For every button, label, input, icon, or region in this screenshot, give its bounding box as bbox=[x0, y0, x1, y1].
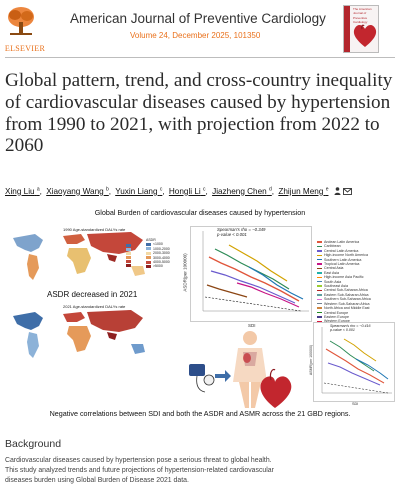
background-line: This study analyzed trends and future pr… bbox=[5, 467, 274, 475]
world-map-1990 bbox=[3, 226, 158, 288]
hypertension-illustration bbox=[189, 331, 292, 408]
background-line: Cardiovascular diseases caused by hypert… bbox=[5, 457, 272, 464]
map-scale-1990 bbox=[126, 244, 131, 267]
elsevier-tree-icon bbox=[4, 4, 38, 38]
region-legend-item: Central Latin America bbox=[317, 249, 371, 253]
elsevier-logo[interactable]: ELSEVIER bbox=[4, 4, 46, 53]
graphical-abstract-title: Global Burden of cardiovascular diseases… bbox=[94, 208, 306, 217]
person-icon[interactable] bbox=[334, 186, 341, 195]
region-legend-item: Southeast Asia bbox=[317, 284, 371, 288]
region-legend-item: High-income Asia Pacific bbox=[317, 275, 371, 279]
map-1990-label: 1990 Age-standardized DALYs rate bbox=[63, 227, 126, 232]
region-legend-item: Western Sub-Saharan Africa bbox=[317, 302, 371, 306]
plot2-ylabel: ASMR(per 100000) bbox=[309, 344, 314, 376]
region-legend-item: East Asia bbox=[317, 271, 371, 275]
scale-item: 2000-3000 bbox=[146, 251, 170, 255]
plot2-xlabel: SDI bbox=[352, 402, 359, 406]
plot1-ylabel: ASDR(per 100000) bbox=[182, 253, 188, 292]
region-legend-item: Tropical Latin America bbox=[317, 262, 371, 266]
publisher-name: ELSEVIER bbox=[4, 44, 46, 53]
bottom-caption: Negative correlations between SDI and bo… bbox=[49, 409, 351, 418]
region-legend-item: Eastern Sub-Saharan Africa bbox=[317, 293, 371, 297]
scale-item: 4000-5000 bbox=[146, 260, 170, 264]
article-title: Global pattern, trend, and cross-country… bbox=[5, 70, 393, 157]
cover-title-line2: Preventive Cardiology bbox=[353, 16, 368, 24]
map-color-scale: ASDR <1000 1000-2000 2000-3000 3000-4000… bbox=[146, 238, 170, 269]
journal-cover-thumbnail[interactable]: The American Journal of Preventive Cardi… bbox=[343, 5, 379, 53]
region-legend-item: Eastern Europe bbox=[317, 315, 371, 319]
author-list: Xing Liu a, Xiaoyang Wang b, Yuxin Liang… bbox=[5, 186, 352, 197]
scale-item: 3000-4000 bbox=[146, 256, 170, 260]
author-link[interactable]: Hongli Li c bbox=[168, 186, 206, 196]
asdr-sdi-plot bbox=[190, 226, 312, 322]
email-icon[interactable] bbox=[343, 187, 352, 195]
asmr-sdi-lines bbox=[321, 327, 392, 394]
region-legend-item: Andean Latin America bbox=[317, 240, 371, 244]
author-link[interactable]: Zhijun Meng e bbox=[278, 186, 329, 196]
cover-title-line1: The American Journal of bbox=[353, 7, 372, 15]
region-legend-item: Central Europe bbox=[317, 311, 371, 315]
header-divider bbox=[5, 57, 395, 58]
region-legend-item: Southern Latin America bbox=[317, 258, 371, 262]
journal-header: ELSEVIER American Journal of Preventive … bbox=[0, 0, 400, 56]
region-legend-item: Central Asia bbox=[317, 266, 371, 270]
journal-title[interactable]: American Journal of Preventive Cardiolog… bbox=[70, 11, 326, 26]
plot1-pvalue: p-value < 0.001 bbox=[217, 232, 247, 237]
author-link[interactable]: Xing Liu a bbox=[5, 186, 40, 196]
plot1-stats: Spearman's rho = −0.349 p-value < 0.001 bbox=[217, 227, 265, 237]
scale-item: <1000 bbox=[146, 242, 170, 246]
plot1-spearman: Spearman's rho = −0.349 bbox=[217, 227, 266, 232]
map-2021-label: 2021 Age-standardized DALYs rate bbox=[63, 304, 126, 309]
author-link[interactable]: Yuxin Liang c bbox=[115, 186, 163, 196]
author-link[interactable]: Jiazheng Chen d bbox=[212, 186, 272, 196]
region-legend-item: North Africa and Middle East bbox=[317, 306, 371, 310]
world-map-2021 bbox=[3, 304, 158, 366]
background-heading: Background bbox=[5, 438, 62, 450]
scale-title: ASDR bbox=[146, 238, 156, 242]
plot2-pvalue: p-value < 0.001 bbox=[330, 328, 355, 333]
plot2-spearman: Spearman's rho = −0.416 bbox=[330, 324, 371, 328]
blood-pressure-cuff-icon bbox=[189, 364, 215, 393]
heart-icon bbox=[260, 368, 292, 408]
asmr-sdi-plot bbox=[313, 322, 395, 402]
heart-illustration-icon bbox=[353, 24, 377, 47]
region-legend-item: South Asia bbox=[317, 280, 371, 284]
arrow-right-icon bbox=[215, 370, 231, 382]
region-legend: Andean Latin America Caribbean Central Lat… bbox=[317, 240, 371, 333]
region-legend-item: Southern Sub-Saharan Africa bbox=[317, 297, 371, 301]
author-link[interactable]: Xiaoyang Wang b bbox=[46, 186, 109, 196]
mid-caption: ASDR decreased in 2021 bbox=[47, 290, 138, 299]
scale-item: 1000-2000 bbox=[146, 247, 170, 251]
plot2-stats: Spearman's rho = −0.416 p-value < 0.001 bbox=[330, 324, 370, 332]
cover-spine bbox=[344, 6, 350, 52]
journal-volume-info[interactable]: Volume 24, December 2025, 101350 bbox=[130, 31, 261, 40]
scale-item: >5000 bbox=[146, 264, 170, 268]
region-legend-item: High-income North America bbox=[317, 253, 371, 257]
asdr-sdi-lines bbox=[202, 231, 309, 312]
region-legend-item: Caribbean bbox=[317, 244, 371, 248]
plot1-xlabel: SDI bbox=[248, 323, 256, 328]
region-legend-item: Western Europe bbox=[317, 319, 371, 323]
region-legend-item: Central Sub-Saharan Africa bbox=[317, 288, 371, 292]
background-line: diseases burden using Global Burden of D… bbox=[5, 477, 189, 485]
background-text: Cardiovascular diseases caused by hypert… bbox=[5, 456, 395, 487]
human-body-icon bbox=[233, 331, 267, 408]
